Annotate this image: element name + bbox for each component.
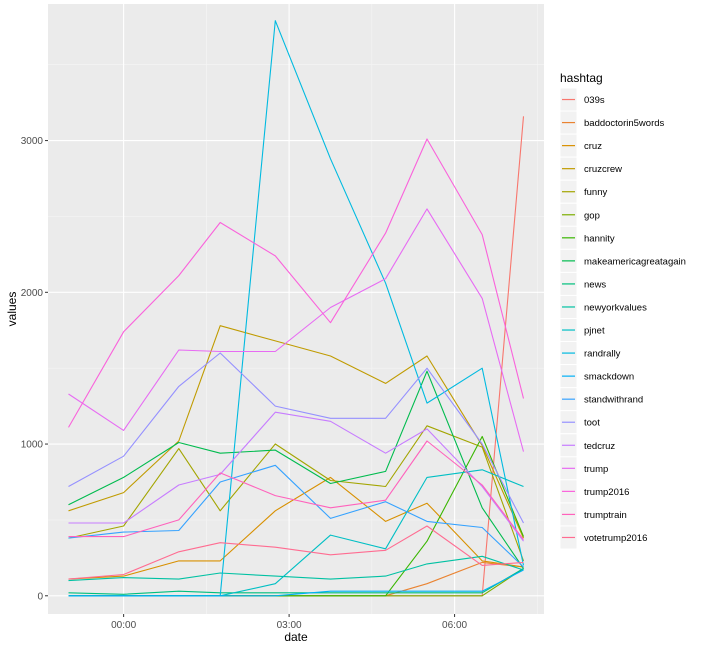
y-axis-ticks: 0 1000 2000 3000 [21,136,48,602]
legend-item: news [559,271,606,296]
series-line-standwithrand [68,464,524,568]
legend-title: hashtag [560,71,603,85]
legend-item: newyorkvalues [559,294,647,320]
legend-item: baddoctorin5words [559,110,665,135]
legend-item: 039s [559,87,605,112]
legend-label: baddoctorin5words [584,118,665,129]
series-line-trumptrain [68,440,524,540]
grid-minor [48,4,544,614]
legend-label: smackdown [584,372,634,383]
series-line-toot [68,352,524,524]
series-line-smackdown [68,569,524,597]
series-line-cruzcrew [68,325,525,539]
x-axis-ticks: 00:00 03:00 06:00 [111,614,468,631]
legend-label: trump2016 [584,487,629,498]
series-line-funny [68,425,525,562]
x-axis-title: date [284,630,308,644]
legend-label: toot [584,418,600,429]
legend-label: hannity [584,233,615,244]
legend-item: tedcruz [559,433,615,458]
y-tick-label: 2000 [21,288,44,299]
legend-label: trump [584,464,608,475]
legend-item: funny [559,179,607,204]
legend-label: pjnet [584,326,605,337]
legend-label: tedcruz [584,441,615,452]
legend-label: cruzcrew [584,164,622,175]
series-line-trump2016 [68,138,525,428]
legend-item: cruz [559,133,602,158]
series-line-cruz [68,476,524,580]
plot-panel [48,4,544,614]
legend-item: gop [559,202,600,227]
series-line-newyorkvalues [68,555,524,582]
legend-item: pjnet [559,318,605,343]
legend-item: smackdown [559,364,634,389]
legend-item: randrally [559,341,621,366]
y-tick-label: 1000 [21,440,44,451]
legend-label: 039s [584,95,605,106]
legend-label: newyorkvalues [584,302,647,313]
legend-label: cruz [584,141,602,152]
y-tick-label: 0 [37,591,43,602]
legend-label: funny [584,187,607,198]
legend-items: 039s baddoctorin5words cruz cruzcrew funny go… [559,87,686,550]
legend-item: standwithrand [559,387,643,412]
series-line-tedcruz [68,411,524,542]
legend-item: trump2016 [559,479,629,504]
x-tick-label: 06:00 [442,620,467,631]
legend: hashtag 039s baddoctorin5words cruz cruzcre… [559,71,686,550]
legend-item: hannity [559,225,615,250]
legend-label: gop [584,210,600,221]
series-line-news [68,568,524,595]
legend-item: trump [559,456,608,481]
legend-label: trumptrain [584,510,627,521]
x-tick-label: 00:00 [111,620,136,631]
series-lines [68,20,525,597]
legend-item: makeamericagreatagain [559,248,686,273]
legend-label: standwithrand [584,395,643,406]
legend-item: cruzcrew [559,156,622,181]
legend-label: news [584,279,606,290]
x-tick-label: 03:00 [277,620,302,631]
legend-item: trumptrain [559,502,627,527]
series-line-makeamericagreatagain [68,370,524,569]
legend-label: makeamericagreatagain [584,256,686,267]
legend-item: toot [559,410,600,435]
legend-item: votetrump2016 [559,525,647,550]
y-tick-label: 3000 [21,136,44,147]
legend-label: votetrump2016 [584,533,647,544]
legend-label: randrally [584,349,621,360]
y-axis-title: values [5,292,19,327]
series-line-votetrump2016 [68,525,524,580]
series-line-trump [68,208,525,452]
